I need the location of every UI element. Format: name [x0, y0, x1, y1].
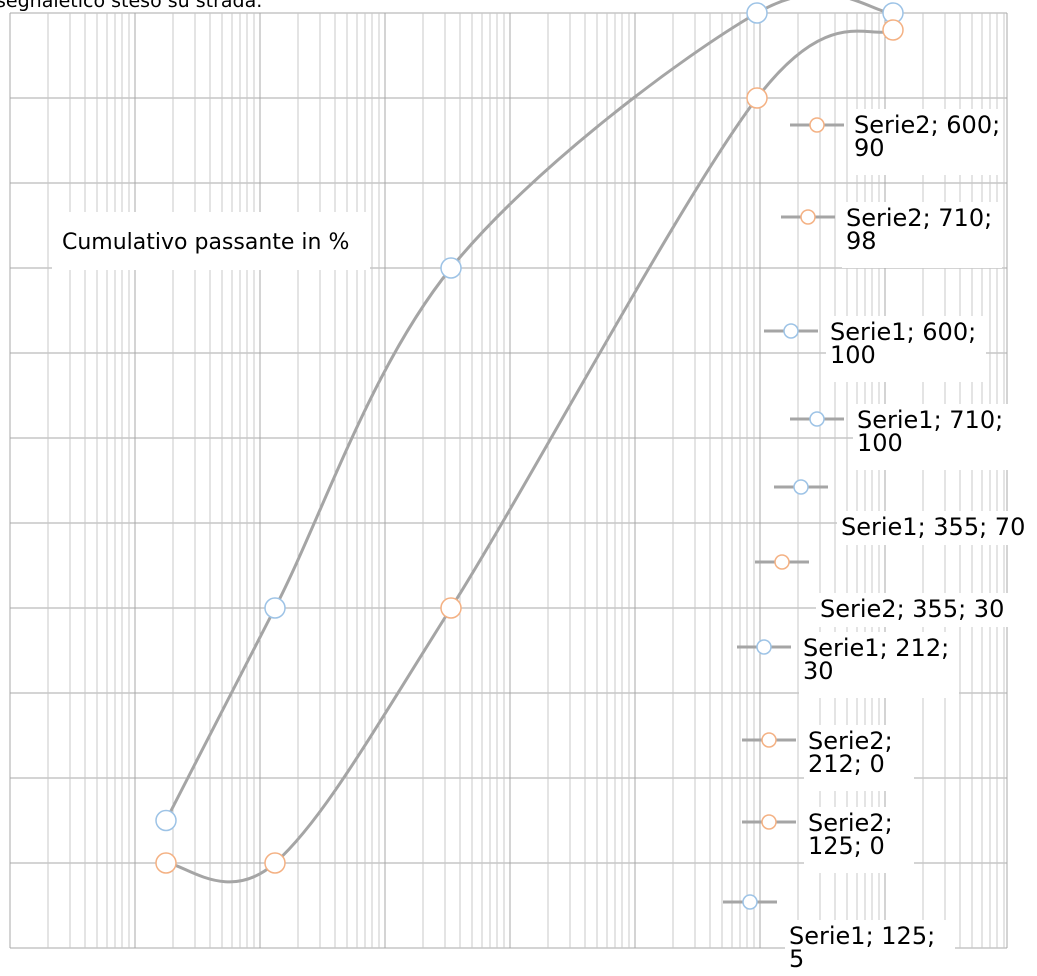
data-labels: Serie2; 600;90 Serie2; 710;98 Serie1; 600;… [723, 109, 1037, 976]
gridlines [9, 12, 1008, 949]
data-label: Serie1; 125;5 [723, 894, 955, 976]
data-label-text: Serie2; 600; [854, 111, 1000, 139]
data-label-text: Serie1; 355; 70 [841, 513, 1025, 541]
legend-key-marker [783, 323, 799, 339]
y-axis-label: Cumulativo passante in % [62, 230, 349, 255]
legend-key-marker [761, 814, 777, 830]
legend-key-marker [774, 554, 790, 570]
data-label-background [850, 109, 1000, 175]
data-label: Serie2; 600;90 [790, 109, 1000, 175]
data-label: Serie1; 355; 70 [774, 479, 1037, 545]
data-label: Serie1; 600;100 [764, 316, 986, 382]
data-label-text: 125; 0 [808, 832, 885, 860]
legend-key-marker [809, 411, 825, 427]
legend-key-marker [809, 117, 825, 133]
data-label: Serie1; 710;100 [790, 404, 1013, 470]
caption-text: segnaletico steso su strada. [0, 0, 262, 12]
legend-key-marker [800, 209, 816, 225]
data-label: Serie2; 355; 30 [755, 554, 1016, 627]
data-point-serie2-355 [440, 597, 462, 619]
data-point-serie2-600 [746, 87, 768, 109]
data-label-text: Serie2; [808, 809, 893, 837]
data-label-background [837, 511, 1037, 545]
data-label-text: 5 [789, 945, 804, 973]
data-label-text: 100 [857, 429, 903, 457]
data-label-text: Serie1; 710; [857, 406, 1003, 434]
data-label-background [785, 920, 955, 976]
data-label-text: Serie1; 212; [803, 634, 949, 662]
data-label-background [826, 316, 986, 382]
data-label-text: 98 [846, 227, 877, 255]
data-label-text: Serie1; 600; [830, 318, 976, 346]
data-label: Serie2;125; 0 [742, 807, 914, 873]
data-label-background [804, 725, 914, 791]
data-label-background [842, 202, 1002, 268]
data-label-text: Serie1; 125; [789, 922, 935, 950]
data-point-serie1-212 [264, 597, 286, 619]
data-label-text: 30 [803, 657, 834, 685]
data-label-background [799, 632, 959, 698]
data-point-serie2-710 [882, 19, 904, 41]
data-label-text: 212; 0 [808, 750, 885, 778]
data-point-serie2-212 [264, 852, 286, 874]
series-line-serie1 [164, 0, 894, 822]
data-label-text: 100 [830, 341, 876, 369]
series-lines [164, 0, 894, 884]
data-label-background [853, 404, 1013, 470]
data-label-text: Serie2; [808, 727, 893, 755]
series-line-serie2 [165, 28, 894, 884]
data-label-text: Serie2; 710; [846, 204, 992, 232]
data-label-text: 90 [854, 134, 885, 162]
data-label-text: Serie2; 355; 30 [820, 595, 1004, 623]
data-label: Serie2; 710;98 [781, 202, 1002, 268]
y-axis-label-box: Cumulativo passante in % [52, 212, 370, 270]
data-point-serie1-125 [155, 809, 177, 832]
data-label: Serie1; 212;30 [737, 632, 959, 698]
data-point-serie2-125 [155, 852, 177, 874]
data-point-serie1-600 [746, 2, 768, 24]
legend-key-marker [761, 732, 777, 748]
legend-key-marker [756, 639, 772, 655]
data-label-background [816, 593, 1016, 627]
legend-key-marker [742, 894, 758, 910]
legend-key-marker [793, 479, 809, 495]
data-label: Serie2;212; 0 [742, 725, 914, 791]
data-point-serie1-355 [440, 257, 462, 279]
data-label-background [804, 807, 914, 873]
series-points [155, 2, 904, 874]
